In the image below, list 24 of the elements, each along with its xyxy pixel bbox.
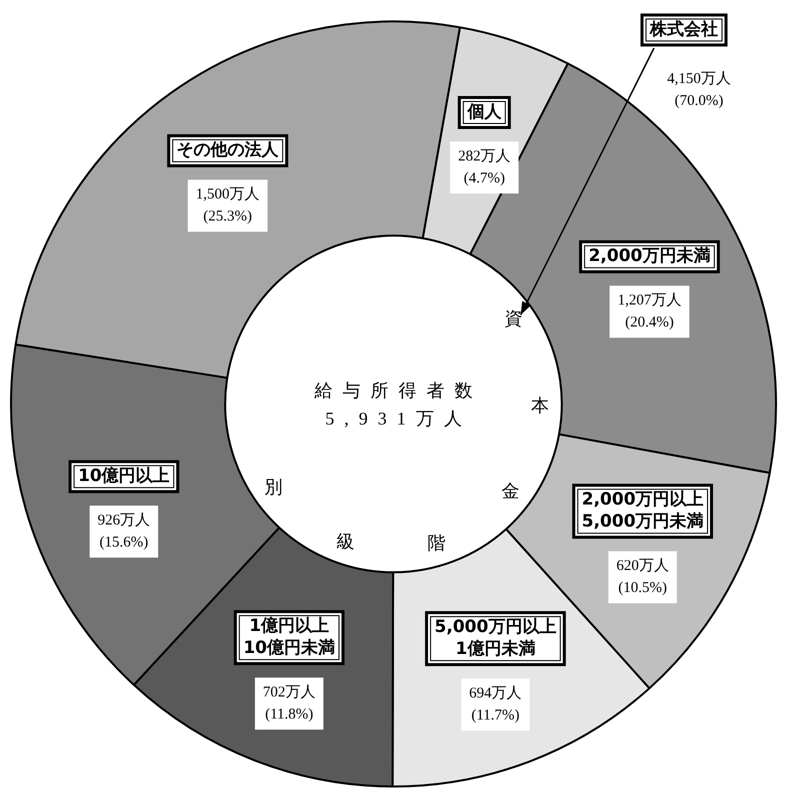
text: 資 <box>504 308 523 329</box>
slice-label: 2,000万円以上 5,000万円未満 <box>582 490 704 532</box>
text: 級 <box>336 531 355 552</box>
data-label: 926万人 (15.6%) <box>98 512 150 551</box>
slice-label: 5,000万円以上 1億円未満 <box>434 617 556 659</box>
slice-label: 個人 <box>466 102 502 122</box>
text: 5,931万人 <box>325 408 472 429</box>
text: 本 <box>531 395 550 416</box>
slice-label: 2,000万円未満 <box>588 246 710 266</box>
text: 別 <box>264 476 282 497</box>
text: 4,150万人 (70.0%) <box>667 70 731 109</box>
data-label: 620万人 (10.5%) <box>616 558 669 596</box>
data-label: 282万人 (4.7%) <box>458 148 511 186</box>
data-label: 1,207万人 (20.4%) <box>618 292 682 331</box>
slice-label: 1億円以上 10億円未満 <box>243 616 336 658</box>
data-label: 702万人 (11.8%) <box>262 684 316 723</box>
data-label: 1,500万人 (25.3%) <box>196 186 260 225</box>
data-label: 694万人 (11.7%) <box>469 686 522 724</box>
text: 株式会社 <box>649 19 718 40</box>
text: 給与所得者数 <box>314 380 482 401</box>
slice-label: 10億円以上 <box>78 466 170 486</box>
text: 階 <box>427 533 446 554</box>
text: 金 <box>502 481 520 502</box>
slice-label: その他の法人 <box>176 140 280 160</box>
